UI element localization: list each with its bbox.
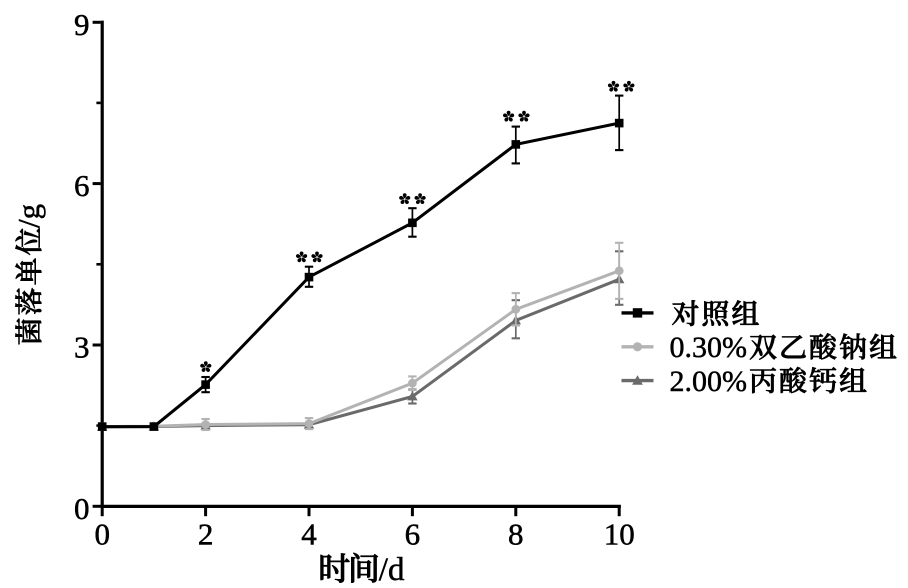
svg-text:0: 0 [74,491,90,526]
svg-text:2.00%: 2.00% [670,365,748,398]
svg-text:3: 3 [74,330,90,365]
svg-text:4: 4 [301,517,317,552]
svg-text:6: 6 [74,168,90,203]
svg-text:0: 0 [94,517,110,552]
svg-text:9: 9 [74,7,90,42]
svg-text:/d: /d [379,552,405,588]
svg-text:10: 10 [604,517,635,552]
svg-text:8: 8 [508,517,524,552]
svg-text:0.30%: 0.30% [670,331,748,364]
svg-text:2: 2 [198,517,214,552]
svg-text:6: 6 [405,517,421,552]
svg-text:/g: /g [11,204,46,228]
